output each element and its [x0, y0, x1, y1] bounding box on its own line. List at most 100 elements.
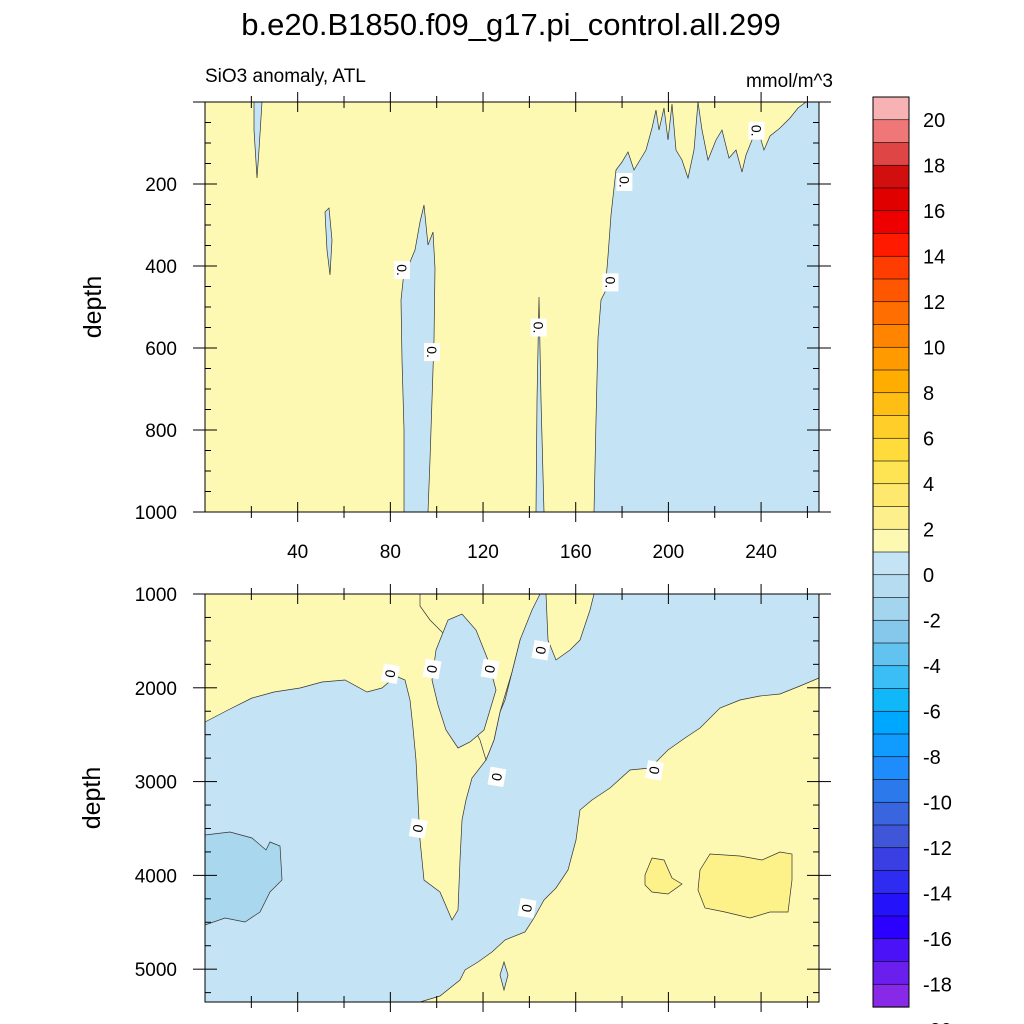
colorbar-swatch: [872, 346, 910, 371]
upper-y-axis-label: depth: [79, 276, 107, 339]
colorbar-swatch: [872, 710, 910, 735]
colorbar-swatch: [872, 642, 910, 667]
colorbar-swatch: [872, 619, 910, 644]
y-tick-label: 3000: [135, 773, 177, 794]
x-tick-label: 200: [653, 542, 685, 563]
lower-contour-labels: 0 0 0 0 0 0 0 0: [380, 640, 664, 919]
chart-title: b.e20.B1850.f09_g17.pi_control.all.299: [241, 7, 781, 42]
lower-panel-frame: [204, 593, 820, 1003]
colorbar-swatch: [872, 415, 910, 439]
contour-label-box: [602, 273, 619, 292]
colorbar-label: 16: [923, 201, 945, 223]
contour-label-text: 0.: [748, 125, 764, 137]
colorbar-label: -14: [923, 883, 952, 905]
x-tick-label: 160: [560, 542, 592, 563]
colorbar-label: -20: [923, 1020, 952, 1024]
contour-label-box: [645, 760, 664, 781]
colorbar-label: -6: [923, 701, 941, 723]
lower-blue-speck: [499, 960, 509, 992]
colorbar-swatch: [872, 301, 910, 326]
y-tick-label: 1000: [135, 503, 177, 524]
lower-y-axis-label: depth: [78, 767, 106, 830]
colorbar-swatch: [872, 460, 910, 485]
colorbar-swatch: [872, 324, 910, 348]
contour-label: 0.: [748, 121, 765, 140]
colorbar-swatch: [872, 892, 910, 917]
colorbar-label: -2: [923, 610, 941, 632]
colorbar-swatch: [872, 983, 910, 1008]
contour-label-text: 0: [382, 668, 399, 679]
contour-label-box: [422, 658, 442, 680]
x-tick-label: 80: [380, 542, 401, 563]
colorbar-swatch: [872, 233, 910, 257]
lower-blue-patch-north: [431, 613, 497, 749]
colorbar-swatch: [872, 369, 910, 394]
contour-label-text: 0: [410, 823, 427, 834]
lower-blue-band: [204, 593, 820, 1003]
colorbar-frame: [872, 96, 910, 1008]
contour-label-box: [530, 318, 547, 337]
y-tick-label: 1000: [135, 585, 177, 606]
colorbar-label: -4: [923, 656, 941, 678]
contour-label: 0: [422, 658, 442, 680]
contour-label: 0: [645, 760, 664, 781]
colorbar-label: -16: [923, 929, 952, 951]
contour-label: 0: [480, 658, 500, 680]
colorbar-swatch: [872, 437, 910, 462]
contour-label-box: [531, 640, 551, 661]
contour-label-text: 0: [481, 664, 498, 675]
colorbar-swatch: [872, 119, 910, 144]
contour-label: 0: [408, 818, 428, 839]
colorbar-swatch: [872, 278, 910, 303]
colorbar-swatch: [872, 915, 910, 940]
contour-label-box: [408, 818, 428, 839]
colorbar-swatch: [872, 597, 910, 621]
contour-label: 0.: [393, 261, 410, 280]
colorbar-swatch: [872, 961, 910, 985]
contour-label-box: [748, 121, 765, 140]
colorbar-swatch: [872, 164, 910, 189]
x-tick-label: 240: [745, 542, 777, 563]
contour-label-box: [424, 343, 441, 362]
colorbar-swatch: [872, 187, 910, 212]
contour-label: 0: [531, 640, 551, 661]
contour-label-text: 0.: [531, 322, 547, 334]
colorbar-swatch: [872, 870, 910, 894]
colorbar-label: 10: [923, 337, 945, 359]
upper-axis-ticks: 40 80 120 160 200 240 200 400 600 800 1000: [135, 92, 831, 563]
contour-label: 0.: [602, 273, 619, 292]
colorbar-swatch: [872, 824, 910, 849]
x-tick-label: 120: [467, 542, 499, 563]
contour-label-box: [380, 663, 400, 684]
contour-label: 0.: [424, 343, 441, 362]
y-tick-label: 600: [145, 339, 177, 360]
y-tick-label: 5000: [135, 960, 177, 981]
colorbar-swatch: [872, 847, 910, 872]
lower-deep-yellow-patch-small: [644, 857, 683, 895]
colorbar-swatch: [872, 506, 910, 530]
colorbar-swatch: [872, 938, 910, 963]
upper-blue-region-east: [593, 101, 820, 513]
contour-label-text: 0: [532, 645, 549, 656]
colorbar-label: 2: [923, 519, 934, 541]
lower-deep-yellow-patch-east: [697, 851, 793, 919]
y-tick-label: 200: [145, 175, 177, 196]
colorbar: 20181614121086420-2-4-6-8-10-12-14-16-18…: [872, 96, 952, 1024]
contour-label-text: 0.: [424, 346, 440, 358]
lower-panel: 1000 2000 3000 4000 5000 0 0 0 0 0 0 0 0 depth: [78, 584, 831, 1012]
contour-label-text: 0.: [602, 277, 618, 289]
y-tick-label: 2000: [135, 679, 177, 700]
colorbar-label: 8: [923, 383, 934, 405]
y-tick-label: 800: [145, 421, 177, 442]
colorbar-label: -12: [923, 838, 952, 860]
upper-blue-column: [400, 204, 436, 513]
colorbar-label: -8: [923, 747, 941, 769]
colorbar-label: 4: [923, 474, 934, 496]
colorbar-label: 6: [923, 428, 934, 450]
colorbar-swatch: [872, 142, 910, 166]
contour-label-box: [480, 658, 500, 680]
upper-blue-streak-mid: [324, 207, 333, 276]
x-tick-label: 40: [287, 542, 308, 563]
